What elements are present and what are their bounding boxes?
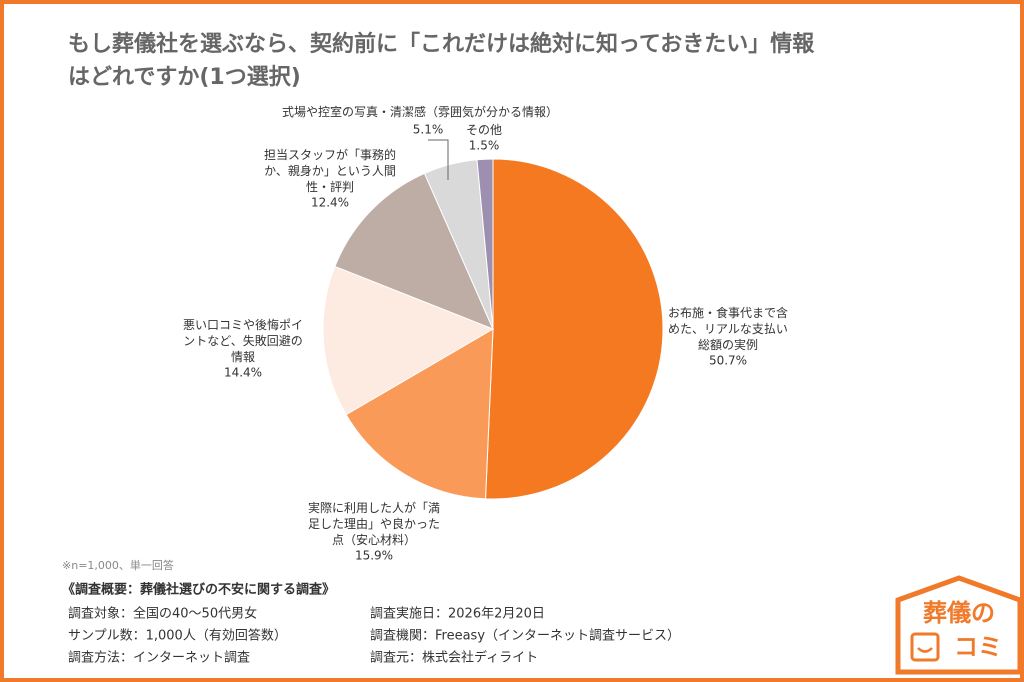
- pie-slice: [345, 328, 494, 500]
- pie-slice: [334, 172, 494, 330]
- slice-label: 担当スタッフが「事務的か、親身か」という人間性・評判: [264, 147, 396, 194]
- chart-title: はどれですか(1つ選択): [68, 65, 301, 90]
- logo-text: 葬儀の: [923, 599, 995, 627]
- survey-item: 調査対象：全国の40～50代男女: [68, 606, 257, 622]
- slice-label: お布施・食事代まで含めた、リアルな支払い総額の実例: [668, 305, 788, 352]
- survey-item: サンプル数：1,000人（有効回答数）: [68, 628, 287, 644]
- survey-item: 調査実施日：2026年2月20日: [370, 606, 545, 622]
- pie-slice: [322, 265, 495, 416]
- survey-item: 調査元：株式会社ディライト: [370, 650, 538, 666]
- value-label: 15.9%: [355, 549, 393, 563]
- survey-item: 調査機関：Freeasy（インターネット調査サービス）: [370, 629, 680, 644]
- note: ※n=1,000、単一回答: [62, 558, 174, 572]
- value-label: 1.5%: [469, 139, 500, 153]
- value-label: 5.1%: [413, 123, 444, 137]
- survey-item: 調査方法：インターネット調査: [68, 650, 250, 666]
- leader-line: [428, 139, 449, 180]
- chart-title: もし葬儀社を選ぶなら、契約前に「これだけは絶対に知っておきたい」情報: [68, 31, 815, 57]
- value-label: 12.4%: [311, 196, 349, 210]
- value-label: 50.7%: [709, 354, 747, 368]
- slice-label: 式場や控室の写真・清潔感（雰囲気が分かる情報）: [282, 104, 558, 119]
- slice-label: 実際に利用した人が「満足した理由」や良かった点（安心材料）: [308, 500, 440, 547]
- slice-label: 悪い口コミや後悔ポイントなど、失敗回避の情報: [183, 317, 303, 364]
- value-label: 14.4%: [224, 366, 262, 380]
- pie-slice: [485, 158, 664, 500]
- logo: 葬儀の コミ: [895, 575, 1023, 675]
- slice-label: その他: [466, 123, 502, 137]
- survey-heading: 《調査概要：葬儀社選びの不安に関する調査》: [62, 582, 335, 598]
- logo-text: コミ: [954, 633, 1002, 661]
- pie-slice: [476, 158, 494, 330]
